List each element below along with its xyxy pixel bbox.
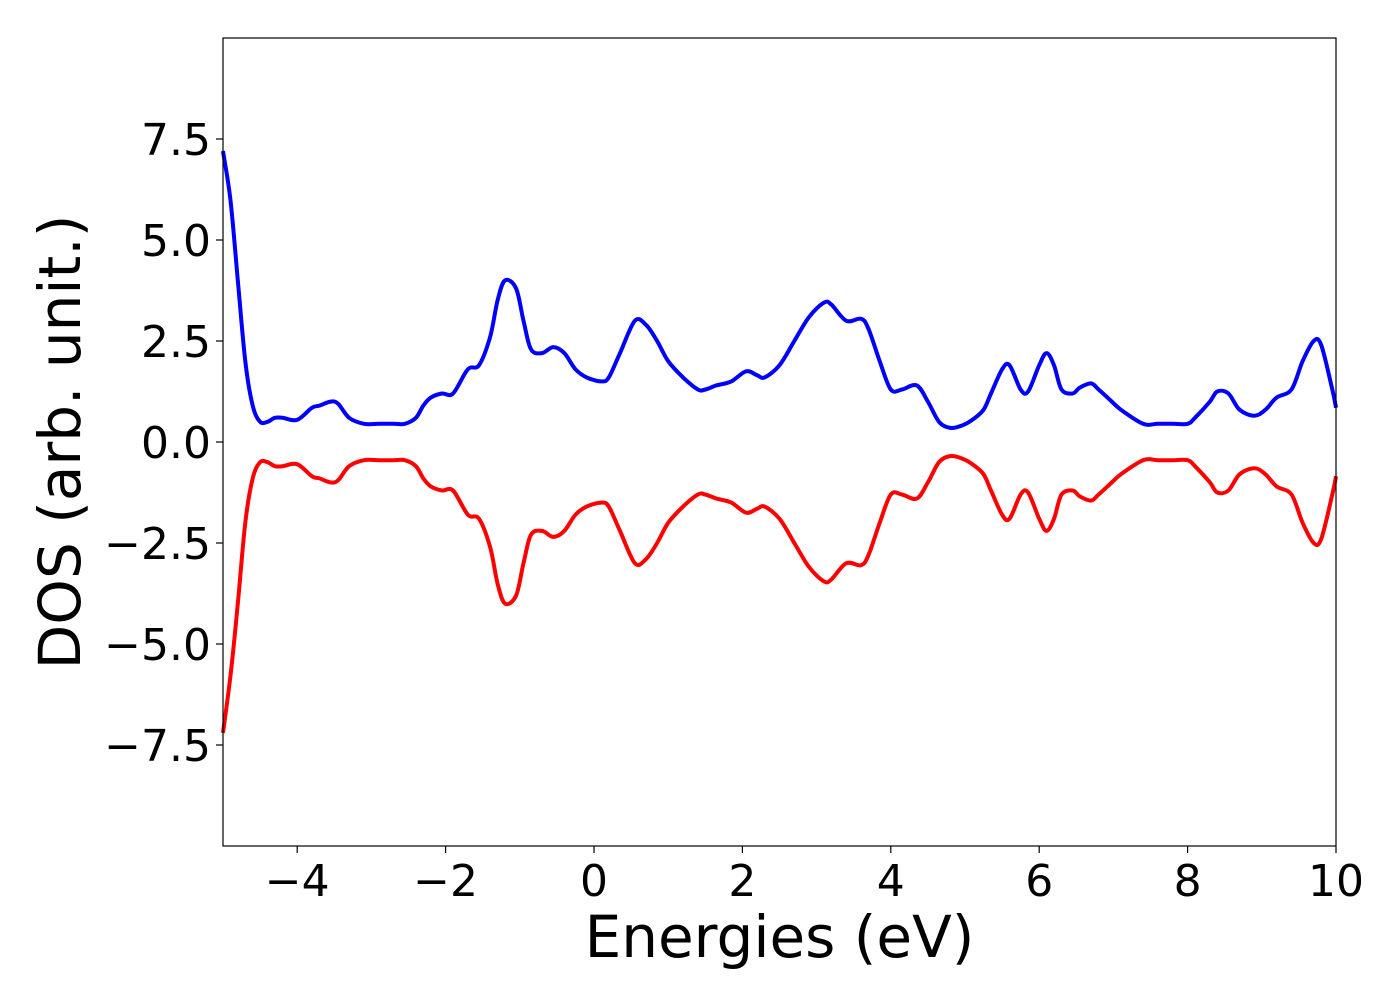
x-axis-ticks: −4 −2 0 2 4 6 8 10 [265, 846, 1364, 907]
y-axis-label: DOS (arb. unit.) [26, 215, 94, 670]
x-tick-label: 0 [580, 856, 608, 907]
x-tick-label: −4 [265, 856, 330, 907]
x-tick-label: 8 [1174, 856, 1202, 907]
series-line-2 [221, 453, 1338, 734]
y-tick-label: −7.5 [104, 721, 211, 772]
x-tick-label: 6 [1025, 856, 1053, 907]
x-tick-label: 10 [1308, 856, 1364, 907]
y-tick-label: −5.0 [104, 620, 211, 671]
x-tick-label: 2 [728, 856, 756, 907]
y-tick-label: 0.0 [141, 418, 211, 469]
y-tick-label: 7.5 [141, 115, 211, 166]
y-tick-label: 2.5 [141, 317, 211, 368]
x-tick-label: −2 [413, 856, 478, 907]
y-tick-label: −2.5 [104, 519, 211, 570]
y-axis-ticks: −7.5 −5.0 −2.5 0.0 2.5 5.0 7.5 [104, 115, 223, 772]
x-axis-label: Energies (eV) [585, 903, 975, 971]
series-layer [221, 150, 1338, 734]
plot-frame [222, 37, 1337, 847]
y-tick-label: 5.0 [141, 216, 211, 267]
series-line-1 [221, 150, 1338, 431]
x-tick-label: 4 [877, 856, 905, 907]
